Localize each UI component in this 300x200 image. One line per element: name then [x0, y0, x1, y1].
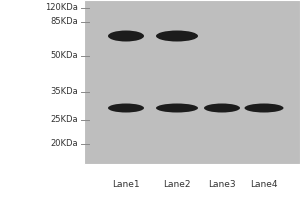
Text: 120KDa: 120KDa — [45, 3, 78, 12]
Ellipse shape — [204, 104, 240, 112]
Ellipse shape — [244, 104, 284, 112]
Text: Lane1: Lane1 — [112, 180, 140, 189]
Ellipse shape — [156, 30, 198, 42]
Text: 50KDa: 50KDa — [50, 51, 78, 60]
Text: Lane2: Lane2 — [163, 180, 191, 189]
Text: 20KDa: 20KDa — [50, 140, 78, 148]
Text: 35KDa: 35KDa — [50, 88, 78, 97]
Text: 25KDa: 25KDa — [50, 116, 78, 124]
Text: Lane4: Lane4 — [250, 180, 278, 189]
Ellipse shape — [156, 104, 198, 112]
Ellipse shape — [108, 104, 144, 112]
Ellipse shape — [108, 30, 144, 42]
Bar — [84, 0, 300, 164]
Text: 85KDa: 85KDa — [50, 18, 78, 26]
Text: Lane3: Lane3 — [208, 180, 236, 189]
